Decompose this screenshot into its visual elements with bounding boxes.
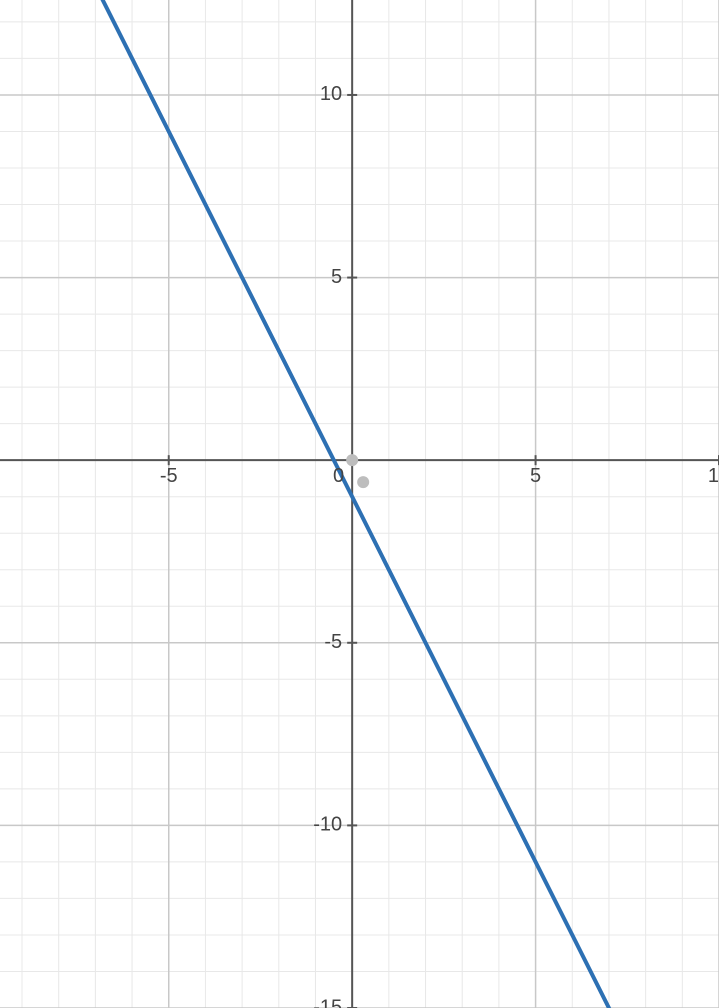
y-tick-label: -15: [313, 996, 342, 1008]
origin-label: 0: [333, 465, 344, 487]
y-tick-label: -5: [324, 631, 342, 653]
y-tick-label: 10: [320, 83, 342, 105]
data-point: [346, 454, 358, 466]
chart-canvas: -5 5 10 10 5 -5 -10 -15 0: [0, 0, 719, 1008]
x-tick-label: 5: [530, 465, 541, 487]
y-tick-label: 5: [331, 266, 342, 288]
y-tick-label: -10: [313, 814, 342, 836]
x-tick-label: -5: [160, 465, 178, 487]
coordinate-plane-chart: -5 5 10 10 5 -5 -10 -15 0: [0, 0, 719, 1008]
data-point: [357, 476, 369, 488]
x-tick-label: 10: [708, 465, 719, 487]
